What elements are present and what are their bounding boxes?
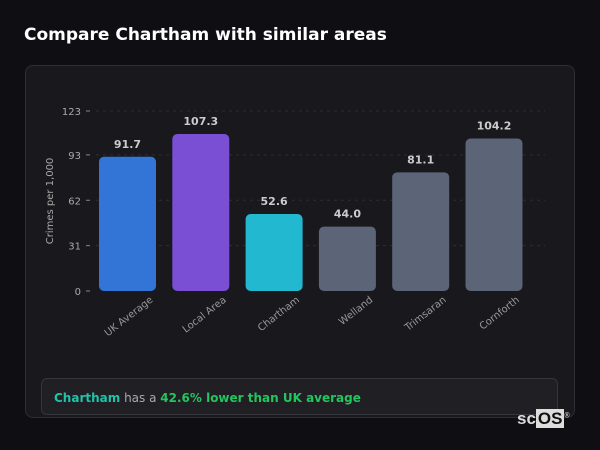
- scos-logo: sc OS ®: [517, 409, 570, 428]
- x-tick-label: Cornforth: [478, 295, 522, 333]
- summary-text: has a: [120, 391, 161, 405]
- y-tick-label: 62: [68, 196, 81, 207]
- y-axis-label: Crimes per 1,000: [45, 158, 56, 245]
- summary-area: Chartham: [54, 391, 121, 405]
- data-label: 52.6: [261, 195, 288, 208]
- data-label: 107.3: [183, 115, 218, 128]
- bar: [318, 226, 376, 291]
- summary-highlight: 42.6% lower than UK average: [160, 391, 361, 405]
- y-tick-label: 123: [62, 107, 81, 118]
- bar: [392, 172, 450, 291]
- y-tick-label: 0: [75, 287, 81, 298]
- x-tick-label: Trimsaran: [402, 295, 448, 335]
- bar: [172, 133, 230, 291]
- y-tick-label: 93: [68, 151, 81, 162]
- y-tick-label: 31: [68, 242, 81, 253]
- x-tick-label: Local Area: [181, 295, 229, 336]
- bar: [245, 214, 303, 291]
- x-tick-label: Welland: [337, 295, 375, 328]
- bar: [465, 138, 523, 291]
- data-label: 91.7: [114, 138, 141, 151]
- page-title: Compare Chartham with similar areas: [24, 25, 387, 45]
- data-label: 81.1: [407, 153, 434, 166]
- bar: [99, 156, 156, 291]
- summary-box: Chartham has a 42.6% lower than UK avera…: [41, 378, 558, 415]
- data-label: 44.0: [334, 208, 361, 221]
- x-tick-label: UK Average: [103, 295, 156, 339]
- data-label: 104.2: [477, 120, 512, 133]
- x-tick-label: Chartham: [256, 295, 302, 334]
